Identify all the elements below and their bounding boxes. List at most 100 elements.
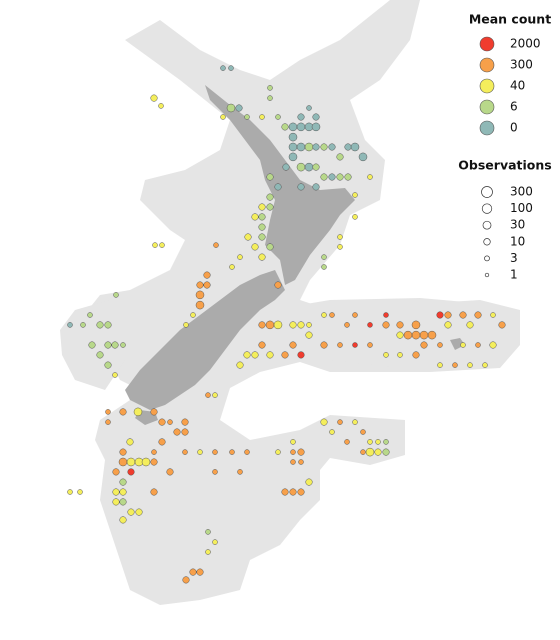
survey-point	[304, 162, 314, 172]
survey-point	[352, 192, 358, 198]
survey-point	[88, 341, 96, 349]
survey-point	[258, 233, 266, 241]
survey-point	[360, 449, 366, 455]
survey-point	[258, 321, 266, 329]
survey-point	[213, 242, 219, 248]
survey-point	[452, 362, 458, 368]
survey-point	[258, 213, 266, 221]
survey-point	[266, 173, 274, 181]
survey-point	[336, 173, 344, 181]
survey-point	[312, 183, 320, 191]
survey-point	[205, 549, 211, 555]
survey-point	[383, 312, 389, 318]
legend-size	[481, 186, 493, 198]
legend: Mean count Observations 2000 300 40 6 0 300 10…	[458, 12, 551, 282]
legend-title: Mean count	[469, 12, 551, 27]
survey-point	[367, 342, 373, 348]
survey-point	[87, 312, 93, 318]
survey-point	[150, 94, 158, 102]
survey-point	[96, 351, 104, 359]
survey-point	[297, 448, 305, 456]
legend-swatch	[479, 120, 495, 136]
survey-point	[344, 439, 350, 445]
survey-point	[195, 290, 205, 300]
survey-point	[328, 143, 336, 151]
survey-point	[119, 488, 127, 496]
survey-point	[203, 281, 211, 289]
survey-point	[244, 449, 250, 455]
legend-label: 2000	[510, 37, 541, 51]
survey-point	[237, 469, 243, 475]
survey-point	[104, 341, 112, 349]
survey-point	[104, 321, 112, 329]
survey-point	[111, 341, 119, 349]
survey-point	[297, 488, 305, 496]
survey-point	[203, 271, 211, 279]
survey-point	[67, 322, 73, 328]
survey-point	[436, 311, 444, 319]
survey-point	[281, 123, 289, 131]
survey-point	[266, 243, 274, 251]
survey-point	[337, 244, 343, 250]
survey-point	[135, 508, 143, 516]
survey-point	[273, 320, 283, 330]
survey-point	[112, 488, 120, 496]
survey-point	[352, 342, 358, 348]
survey-point	[205, 392, 211, 398]
survey-point	[444, 311, 452, 319]
survey-point	[474, 311, 482, 319]
legend-title: Observations	[458, 158, 551, 173]
survey-point	[119, 516, 127, 524]
survey-point	[158, 103, 164, 109]
survey-point	[274, 281, 282, 289]
survey-point	[304, 142, 314, 152]
survey-point	[267, 95, 273, 101]
survey-point	[297, 183, 305, 191]
survey-point	[152, 242, 158, 248]
survey-point	[126, 457, 136, 467]
survey-point	[350, 142, 360, 152]
survey-point	[306, 322, 312, 328]
survey-point	[266, 193, 274, 201]
survey-point	[375, 439, 381, 445]
legend-label: 1	[510, 268, 518, 282]
survey-point	[265, 320, 275, 330]
legend-label: 100	[510, 201, 533, 215]
survey-point	[321, 264, 327, 270]
survey-point	[320, 173, 328, 181]
survey-point	[321, 312, 327, 318]
survey-point	[182, 449, 188, 455]
chatham-island	[450, 338, 465, 350]
survey-point	[104, 361, 112, 369]
legend-size	[484, 272, 490, 278]
survey-point	[229, 264, 235, 270]
survey-point	[320, 418, 328, 426]
survey-point	[337, 234, 343, 240]
survey-point	[374, 448, 382, 456]
survey-point	[236, 361, 244, 369]
survey-point	[133, 407, 143, 417]
survey-point	[305, 478, 313, 486]
survey-point	[411, 320, 421, 330]
survey-point	[77, 489, 83, 495]
legend-label: 6	[510, 100, 518, 114]
survey-point	[266, 203, 274, 211]
survey-point	[288, 132, 298, 142]
survey-point	[358, 152, 368, 162]
survey-point	[312, 143, 320, 151]
survey-point	[258, 253, 266, 261]
survey-point	[258, 223, 266, 231]
survey-point	[275, 449, 281, 455]
survey-point	[212, 392, 218, 398]
legend-size	[482, 220, 492, 230]
survey-point	[80, 322, 86, 328]
survey-point	[112, 468, 120, 476]
survey-point	[182, 576, 190, 584]
survey-point	[311, 122, 321, 132]
survey-point	[352, 419, 358, 425]
survey-point	[344, 173, 352, 181]
survey-point	[337, 419, 343, 425]
survey-point	[212, 539, 218, 545]
survey-point	[352, 214, 358, 220]
